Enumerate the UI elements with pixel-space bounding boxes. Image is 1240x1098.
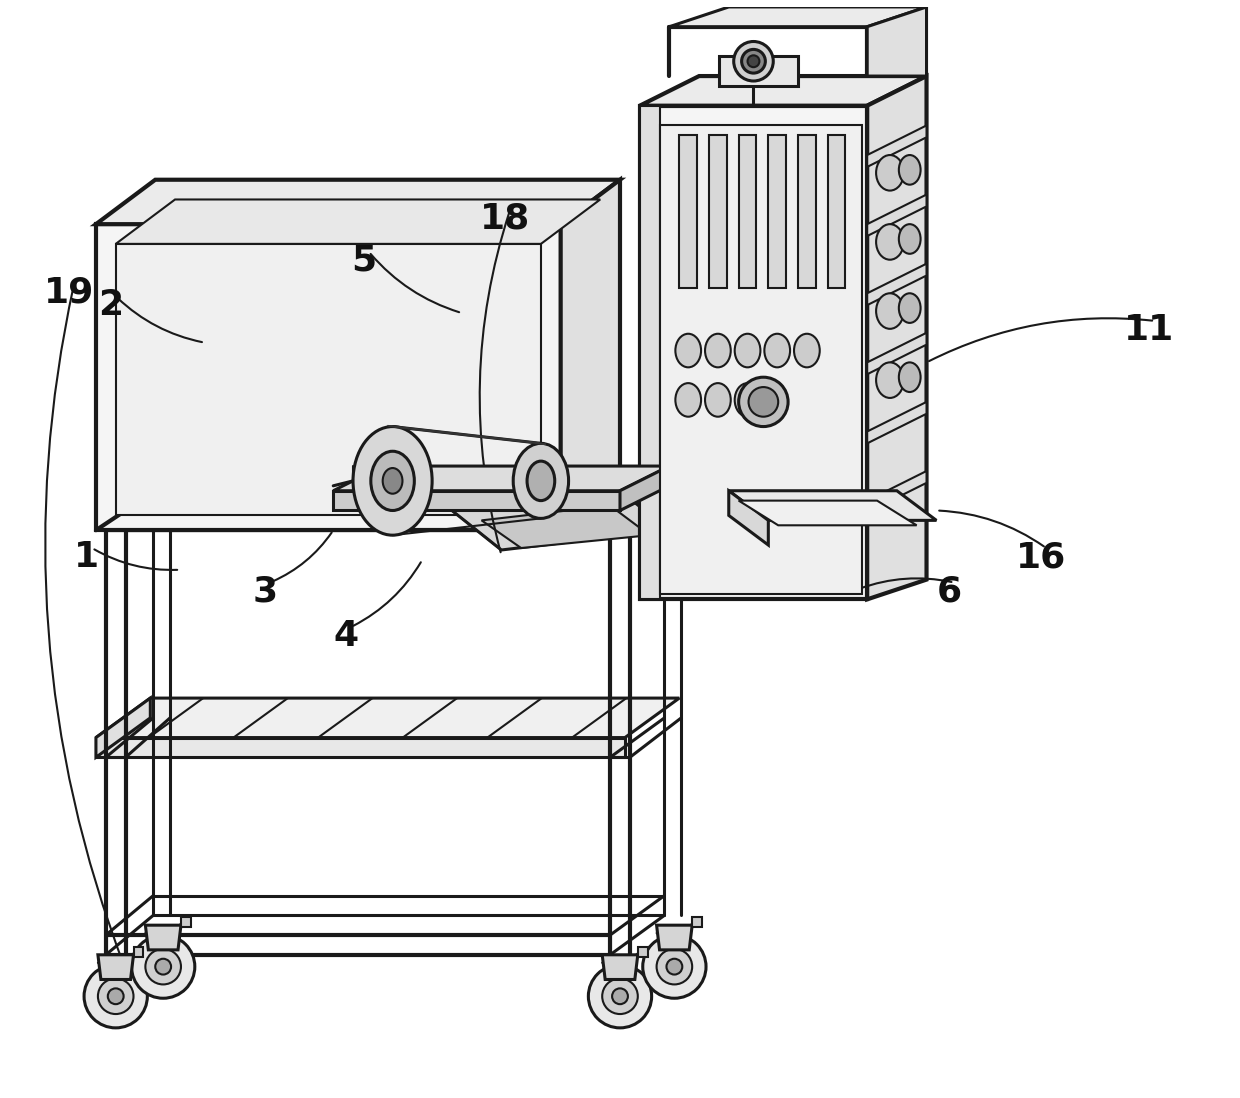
Bar <box>827 135 846 289</box>
Polygon shape <box>867 76 926 600</box>
Text: 4: 4 <box>334 619 358 653</box>
Polygon shape <box>867 7 926 76</box>
Ellipse shape <box>877 155 904 191</box>
Ellipse shape <box>899 362 920 392</box>
Ellipse shape <box>527 461 554 501</box>
Polygon shape <box>560 180 620 530</box>
Ellipse shape <box>676 383 701 417</box>
Ellipse shape <box>131 935 195 998</box>
Ellipse shape <box>676 334 701 368</box>
Bar <box>739 135 756 289</box>
Text: 1: 1 <box>74 540 99 574</box>
Text: 18: 18 <box>480 201 529 235</box>
Polygon shape <box>867 125 926 167</box>
Ellipse shape <box>877 362 904 397</box>
Ellipse shape <box>383 468 403 494</box>
Polygon shape <box>145 926 181 950</box>
Ellipse shape <box>706 383 730 417</box>
Ellipse shape <box>603 978 637 1015</box>
Polygon shape <box>867 194 926 236</box>
Polygon shape <box>637 946 647 956</box>
Ellipse shape <box>877 293 904 328</box>
Polygon shape <box>620 466 670 511</box>
Bar <box>709 135 727 289</box>
Ellipse shape <box>642 935 706 998</box>
Bar <box>680 135 697 289</box>
Ellipse shape <box>371 451 414 511</box>
Polygon shape <box>95 180 620 224</box>
Ellipse shape <box>613 988 627 1005</box>
Ellipse shape <box>98 978 134 1015</box>
Ellipse shape <box>513 444 569 518</box>
Ellipse shape <box>706 334 730 368</box>
Ellipse shape <box>734 42 774 81</box>
Polygon shape <box>640 105 867 600</box>
Polygon shape <box>181 917 191 927</box>
Polygon shape <box>481 505 650 548</box>
Polygon shape <box>640 105 660 600</box>
Text: 6: 6 <box>936 574 961 608</box>
Polygon shape <box>603 955 637 979</box>
Ellipse shape <box>353 426 432 535</box>
Polygon shape <box>670 7 926 26</box>
Polygon shape <box>95 224 560 530</box>
Polygon shape <box>98 955 134 979</box>
Ellipse shape <box>899 155 920 184</box>
Polygon shape <box>134 946 144 956</box>
Polygon shape <box>729 491 769 545</box>
Bar <box>769 135 786 289</box>
Polygon shape <box>660 125 862 594</box>
Ellipse shape <box>84 965 148 1028</box>
Polygon shape <box>657 926 692 950</box>
Bar <box>799 135 816 289</box>
Ellipse shape <box>735 383 760 417</box>
Text: 11: 11 <box>1125 313 1174 347</box>
Ellipse shape <box>145 949 181 985</box>
Ellipse shape <box>794 334 820 368</box>
Polygon shape <box>739 501 916 525</box>
Polygon shape <box>729 491 936 520</box>
Polygon shape <box>692 917 702 927</box>
Ellipse shape <box>108 988 124 1005</box>
Ellipse shape <box>735 334 760 368</box>
Text: 19: 19 <box>43 276 94 310</box>
Ellipse shape <box>588 965 652 1028</box>
Text: 5: 5 <box>351 244 376 278</box>
Ellipse shape <box>666 959 682 975</box>
Polygon shape <box>388 426 546 445</box>
Polygon shape <box>334 466 670 491</box>
Polygon shape <box>867 333 926 374</box>
Ellipse shape <box>742 49 765 74</box>
Ellipse shape <box>657 949 692 985</box>
Polygon shape <box>867 264 926 305</box>
Ellipse shape <box>877 224 904 260</box>
Ellipse shape <box>749 388 779 417</box>
Polygon shape <box>334 491 620 511</box>
Ellipse shape <box>899 293 920 323</box>
Polygon shape <box>95 738 625 758</box>
Text: 2: 2 <box>98 289 123 323</box>
Polygon shape <box>95 698 150 758</box>
Ellipse shape <box>739 378 789 426</box>
Polygon shape <box>451 491 670 550</box>
Ellipse shape <box>748 55 759 67</box>
Text: 16: 16 <box>1016 540 1065 574</box>
Ellipse shape <box>155 959 171 975</box>
Text: 3: 3 <box>252 574 278 608</box>
Polygon shape <box>719 56 799 86</box>
Polygon shape <box>115 200 600 244</box>
Polygon shape <box>867 471 926 513</box>
Polygon shape <box>640 76 926 105</box>
Polygon shape <box>867 402 926 444</box>
Ellipse shape <box>899 224 920 254</box>
Polygon shape <box>95 698 680 738</box>
Polygon shape <box>115 244 541 515</box>
Ellipse shape <box>764 334 790 368</box>
